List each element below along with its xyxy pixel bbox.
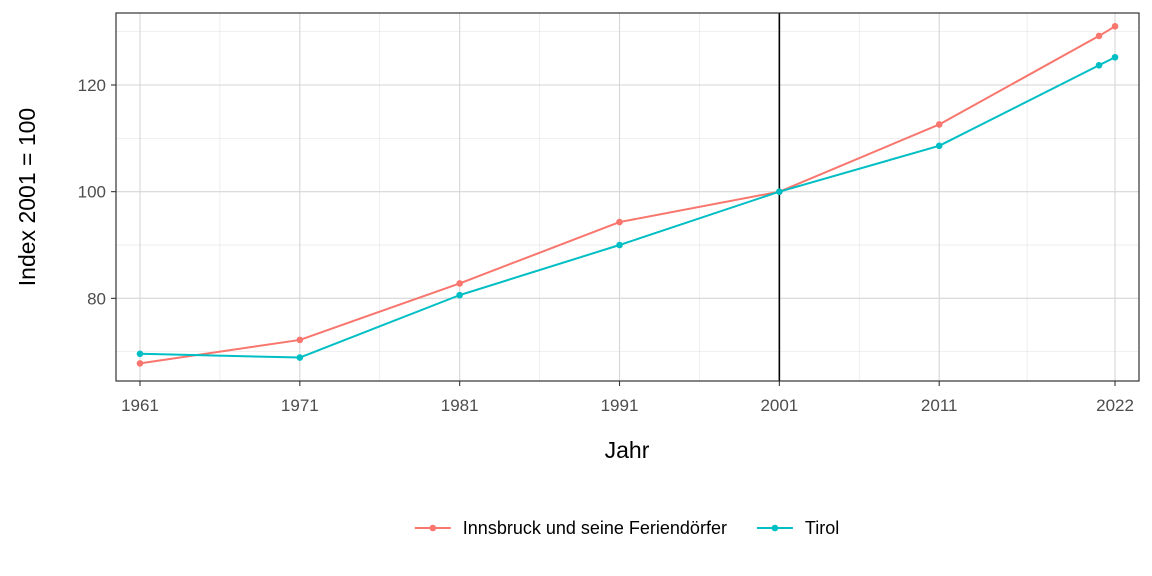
series-line-1 (139, 25, 1116, 365)
x-tick-label: 2011 (921, 396, 958, 415)
data-point (616, 241, 623, 249)
y-axis-title: Index 2001 = 100 (14, 108, 40, 286)
data-point (296, 336, 304, 344)
series-line-2 (139, 56, 1116, 359)
x-tick-label: 1991 (601, 396, 639, 415)
data-point (456, 291, 463, 299)
x-tick-label: 2022 (1096, 396, 1134, 415)
data-point (1095, 32, 1103, 40)
y-tick-label: 80 (87, 289, 106, 308)
data-point (1095, 61, 1103, 69)
legend-key-point (771, 524, 779, 532)
legend-label: Tirol (805, 518, 839, 538)
data-point (616, 218, 623, 226)
x-axis-ticks: 1961 1971 1981 1991 2001 2011 2022 (121, 381, 1134, 415)
x-tick-label: 1981 (441, 396, 479, 415)
legend-item-2: Tirol (756, 518, 839, 538)
data-point (296, 354, 304, 361)
y-tick-label: 100 (78, 183, 106, 202)
x-tick-label: 1971 (281, 396, 319, 415)
legend: Innsbruck und seine Feriendörfer Tirol (414, 518, 839, 538)
grid (116, 13, 1139, 381)
data-point (1111, 23, 1119, 30)
series-group (136, 23, 1119, 367)
x-axis-title: Jahr (605, 437, 650, 463)
data-point (776, 188, 783, 195)
data-point (136, 360, 144, 367)
legend-label: Innsbruck und seine Feriendörfer (463, 518, 727, 538)
data-point (935, 121, 943, 128)
y-tick-label: 120 (78, 76, 106, 95)
data-point (935, 142, 943, 150)
y-axis-ticks: 80 100 120 (78, 76, 116, 308)
x-tick-label: 1961 (121, 396, 159, 415)
legend-key-point (429, 524, 437, 532)
data-point (1111, 53, 1119, 61)
data-point (136, 350, 144, 358)
plot-panel-border (115, 12, 1140, 382)
x-tick-label: 2001 (760, 396, 798, 415)
legend-item-1: Innsbruck und seine Feriendörfer (414, 518, 727, 538)
data-point (456, 280, 463, 287)
